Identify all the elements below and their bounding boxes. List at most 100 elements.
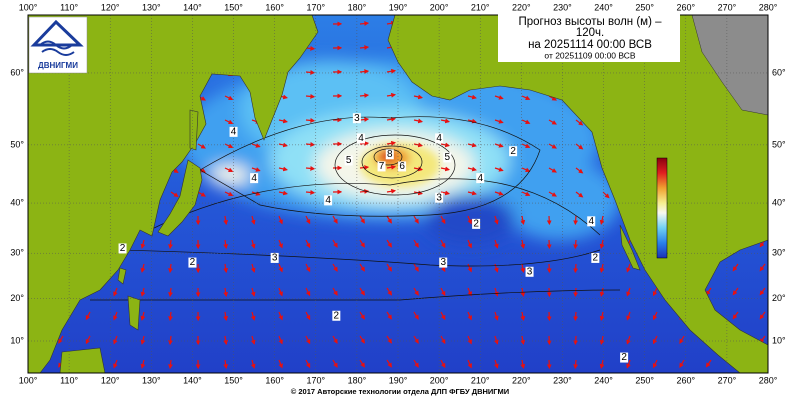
- wave-arrow: [359, 21, 370, 26]
- wave-arrow: [113, 287, 118, 297]
- wave-arrow: [386, 335, 392, 344]
- wave-arrow: [467, 142, 477, 148]
- wave-arrow: [575, 167, 584, 174]
- lat-label: 50°: [772, 139, 786, 149]
- lon-label: 120°: [101, 2, 120, 12]
- lat-label: 60°: [10, 67, 24, 77]
- wave-arrow: [359, 69, 370, 74]
- contour-label: 4: [358, 133, 364, 144]
- wave-arrow: [359, 117, 370, 122]
- wave-arrow: [386, 116, 397, 122]
- wave-arrow: [250, 287, 256, 297]
- wave-arrow: [332, 359, 338, 368]
- wave-arrow: [332, 287, 338, 296]
- wave-arrow: [305, 190, 316, 195]
- wave-arrow: [386, 311, 392, 320]
- lon-label: 140°: [183, 375, 202, 385]
- lon-label: 200°: [430, 2, 449, 12]
- wave-arrow: [278, 287, 283, 297]
- lat-label: 20°: [10, 293, 24, 303]
- wave-arrow: [386, 239, 392, 248]
- lon-label: 150°: [224, 375, 243, 385]
- wave-arrow: [305, 166, 316, 171]
- lon-label: 210°: [471, 375, 490, 385]
- wave-arrow: [759, 287, 766, 296]
- contour-label-bg: [443, 152, 452, 163]
- contour-label-bg: [332, 310, 341, 321]
- footer: © 2017 Авторские технологии отдела ДЛП Ф…: [291, 387, 509, 396]
- wave-arrow: [223, 335, 229, 346]
- wave-arrow: [223, 359, 229, 370]
- lon-label: 170°: [306, 2, 325, 12]
- wave-arrow: [278, 118, 288, 124]
- wave-arrow: [413, 142, 424, 148]
- wave-arrow: [278, 142, 288, 148]
- wave-arrow: [494, 239, 499, 249]
- lon-label: 180°: [348, 375, 367, 385]
- lon-label: 190°: [389, 2, 408, 12]
- wave-arrow: [305, 335, 311, 345]
- contour-label: 2: [510, 146, 516, 157]
- wave-arrow: [573, 287, 579, 298]
- wave-arrow: [305, 263, 311, 273]
- wave-arrow: [359, 45, 370, 50]
- lon-label: 250°: [635, 375, 654, 385]
- lon-label: 170°: [306, 375, 325, 385]
- wave-arrow: [140, 359, 146, 369]
- wave-arrow: [652, 335, 658, 345]
- wave-arrow: [140, 311, 146, 321]
- wave-arrow: [250, 239, 256, 249]
- lon-label: 130°: [142, 2, 161, 12]
- contour-label-bg: [270, 252, 279, 263]
- wave-arrow: [386, 263, 392, 272]
- lon-label: 100°: [19, 2, 38, 12]
- contour-label-bg: [525, 266, 534, 277]
- wave-arrow: [626, 359, 631, 369]
- contour-label-bg: [344, 155, 353, 166]
- lon-label: 280°: [759, 375, 778, 385]
- wave-arrow: [305, 311, 311, 321]
- wave-arrow: [305, 46, 316, 51]
- wave-arrow: [305, 287, 311, 297]
- wave-arrow: [575, 191, 584, 198]
- wave-arrow: [467, 359, 472, 369]
- contour-label: 2: [473, 219, 479, 230]
- lon-label: 260°: [676, 2, 695, 12]
- wave-arrow: [599, 287, 605, 297]
- wave-arrow: [573, 359, 579, 370]
- wave-arrow: [168, 335, 173, 346]
- lon-label: 270°: [718, 375, 737, 385]
- wave-arrow: [332, 263, 338, 272]
- lat-label: 10°: [772, 335, 786, 345]
- wave-arrow: [359, 93, 370, 98]
- wave-arrow: [278, 190, 288, 196]
- wave-arrow: [573, 263, 579, 274]
- contour-label: 2: [593, 253, 599, 264]
- contour-label: 8: [387, 149, 393, 160]
- wave-arrow: [413, 287, 419, 296]
- wave-arrow: [58, 335, 64, 344]
- wave-arrow: [251, 167, 261, 172]
- wave-arrow: [652, 359, 658, 369]
- wave-arrow: [467, 166, 477, 172]
- wave-arrow: [573, 215, 579, 226]
- wave-arrow: [113, 359, 118, 369]
- issued-date: от 20251109 00:00 ВСВ: [544, 50, 636, 60]
- lon-label: 250°: [635, 2, 654, 12]
- contour-label-bg: [439, 257, 448, 268]
- lat-label: 30°: [10, 248, 24, 258]
- wave-arrow: [251, 143, 261, 148]
- wave-arrow: [413, 263, 419, 272]
- contour-label-bg: [587, 216, 596, 227]
- wave-arrow: [599, 311, 605, 321]
- contour-label: 4: [231, 126, 237, 137]
- lon-label: 240°: [594, 2, 613, 12]
- wave-arrow: [440, 142, 451, 148]
- contour-label: 2: [334, 310, 340, 321]
- contour-label: 3: [440, 257, 446, 268]
- logo: ДВНИГМИ: [28, 16, 88, 74]
- wave-arrow: [250, 359, 256, 369]
- wave-arrow: [440, 287, 446, 297]
- wave-arrow: [732, 263, 739, 272]
